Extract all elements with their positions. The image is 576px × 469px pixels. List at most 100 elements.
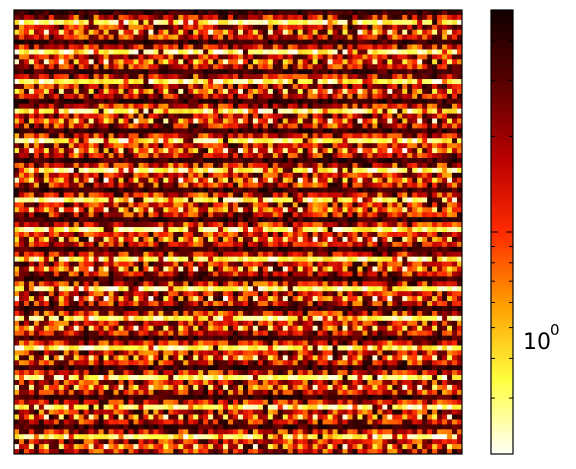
heatmap-cell <box>292 34 299 40</box>
heatmap-cell <box>427 59 433 65</box>
heatmap-cell <box>73 69 80 75</box>
heatmap-cell <box>158 256 164 262</box>
heatmap-cell <box>53 212 60 218</box>
heatmap-cell <box>352 261 358 267</box>
heatmap-cell <box>332 10 338 16</box>
heatmap-cell <box>73 236 80 243</box>
heatmap-cell <box>332 24 338 31</box>
heatmap-cell <box>392 177 398 183</box>
heatmap-cell <box>332 158 338 164</box>
heatmap-cell <box>317 54 323 60</box>
heatmap-cell <box>422 266 428 272</box>
heatmap-cell <box>397 227 403 233</box>
heatmap-cell <box>193 103 199 109</box>
heatmap-cell <box>83 202 89 208</box>
heatmap-cell <box>218 74 224 80</box>
heatmap-cell <box>352 29 358 35</box>
heatmap-cell <box>372 14 378 21</box>
heatmap-cell <box>417 148 423 154</box>
heatmap-cell <box>417 182 423 188</box>
heatmap-cell <box>83 128 89 134</box>
heatmap-cell <box>377 113 383 119</box>
heatmap-cell <box>188 113 194 119</box>
heatmap-cell <box>257 241 264 248</box>
heatmap-cell <box>218 93 224 100</box>
heatmap-cell <box>367 232 373 238</box>
heatmap-cell <box>407 113 413 119</box>
heatmap-cell <box>63 69 70 75</box>
heatmap-cell <box>442 19 448 26</box>
heatmap-cell <box>257 54 264 60</box>
heatmap-cell <box>158 172 164 179</box>
heatmap-cell <box>213 113 219 119</box>
heatmap-cell <box>38 232 45 238</box>
heatmap-cell <box>14 98 20 105</box>
heatmap-cell <box>412 84 418 90</box>
heatmap-cell <box>148 113 154 119</box>
heatmap-cell <box>312 148 318 154</box>
heatmap-cell <box>257 172 264 179</box>
heatmap-cell <box>447 88 453 95</box>
heatmap-cell <box>73 49 80 55</box>
heatmap-cell <box>83 64 89 70</box>
heatmap-cell <box>238 158 244 164</box>
heatmap-cell <box>14 217 20 223</box>
heatmap-cell <box>427 158 433 164</box>
heatmap-cell <box>402 256 408 262</box>
heatmap-cell <box>178 108 184 114</box>
heatmap-cell <box>317 128 323 134</box>
heatmap-cell <box>352 232 358 238</box>
heatmap-cell <box>203 281 209 287</box>
heatmap-cell <box>372 222 378 228</box>
heatmap-cell <box>332 44 338 50</box>
heatmap-cell <box>218 192 224 198</box>
heatmap-cell <box>442 158 448 164</box>
heatmap-cell <box>68 24 75 31</box>
heatmap-cell <box>78 207 84 213</box>
heatmap-cell <box>48 222 55 228</box>
heatmap-cell <box>203 177 209 183</box>
heatmap-cell <box>108 29 114 35</box>
heatmap-cell <box>327 202 333 208</box>
heatmap-cell <box>193 227 199 233</box>
heatmap-cell <box>93 74 99 80</box>
heatmap-cell <box>153 54 159 60</box>
heatmap-cell <box>312 88 318 95</box>
heatmap-cell <box>247 172 254 179</box>
heatmap-cell <box>53 217 60 223</box>
heatmap-cell <box>48 172 55 179</box>
heatmap-cell <box>138 172 144 179</box>
heatmap-cell <box>257 177 264 183</box>
heatmap-cell <box>262 177 269 183</box>
heatmap-cell <box>168 241 174 248</box>
heatmap-cell <box>262 153 269 159</box>
heatmap-cell <box>262 182 269 188</box>
heatmap-cell <box>38 148 45 154</box>
heatmap-cell <box>28 172 35 179</box>
heatmap-cell <box>223 19 229 26</box>
heatmap-cell <box>173 84 179 90</box>
heatmap-cell <box>347 113 353 119</box>
heatmap-cell <box>337 34 343 40</box>
heatmap-cell <box>347 271 353 277</box>
heatmap-cell <box>183 19 189 26</box>
heatmap-cell <box>153 103 159 109</box>
heatmap-cell <box>98 276 104 282</box>
heatmap-cell <box>223 222 229 228</box>
heatmap-cell <box>362 207 368 213</box>
heatmap-cell <box>372 207 378 213</box>
heatmap-cell <box>53 54 60 60</box>
heatmap-cell <box>108 266 114 272</box>
heatmap-cell <box>68 34 75 40</box>
heatmap-cell <box>153 59 159 65</box>
heatmap-cell <box>168 108 174 114</box>
heatmap-cell <box>257 138 264 144</box>
heatmap-cell <box>427 212 433 218</box>
heatmap-cell <box>138 187 144 193</box>
heatmap-cell <box>108 246 114 253</box>
heatmap-cell <box>442 93 448 100</box>
heatmap-cell <box>447 29 453 35</box>
heatmap-cell <box>133 251 139 257</box>
heatmap-cell <box>168 182 174 188</box>
heatmap-cell <box>292 167 299 174</box>
